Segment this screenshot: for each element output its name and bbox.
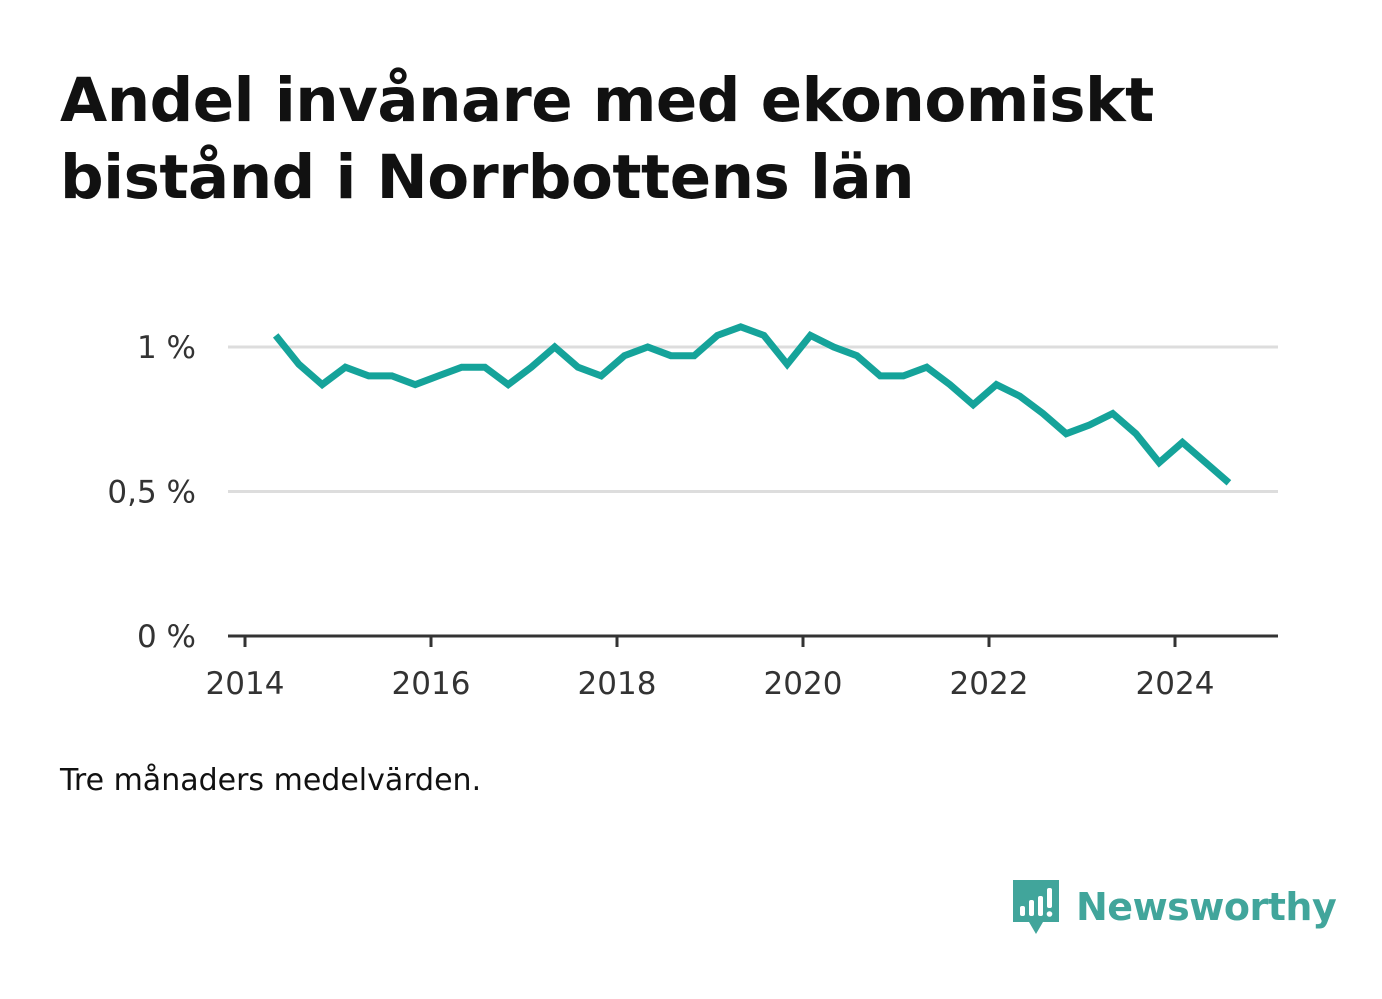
data-point — [551, 344, 558, 351]
data-point — [1039, 410, 1046, 417]
data-point — [621, 352, 628, 359]
gridlines — [228, 345, 1278, 493]
chart-footnote: Tre månaders medelvärden. — [60, 763, 482, 798]
data-point — [365, 372, 372, 379]
data-point — [1225, 479, 1232, 486]
data-point — [342, 364, 349, 371]
data-point — [807, 332, 814, 339]
data-point — [1179, 439, 1186, 446]
y-tick-label: 1 % — [137, 330, 196, 366]
x-tick-label: 2014 — [206, 666, 285, 702]
x-axis-ticks: 2014 2016 2018 2020 2022 2024 — [206, 636, 1215, 702]
data-point — [1016, 393, 1023, 400]
chart-title: Andel invånare med ekonomiskt bistånd i … — [60, 65, 1154, 213]
data-point — [528, 364, 535, 371]
data-point — [900, 372, 907, 379]
data-point — [412, 381, 419, 388]
x-tick-label: 2018 — [578, 666, 657, 702]
data-point — [877, 372, 884, 379]
brand-name: Newsworthy — [1076, 885, 1337, 929]
data-point — [993, 381, 1000, 388]
data-point — [505, 381, 512, 388]
data-point — [1132, 430, 1139, 437]
data-point — [830, 344, 837, 351]
data-point — [435, 372, 442, 379]
data-point — [1086, 422, 1093, 429]
data-point — [714, 332, 721, 339]
y-axis-ticks: 0 % 0,5 % 1 % — [107, 330, 196, 655]
x-tick-label: 2020 — [764, 666, 843, 702]
data-point — [853, 352, 860, 359]
data-point — [574, 364, 581, 371]
data-point — [272, 332, 279, 339]
x-tick-label: 2024 — [1136, 666, 1215, 702]
data-point — [784, 361, 791, 368]
data-point — [644, 344, 651, 351]
x-tick-label: 2016 — [392, 666, 471, 702]
data-point — [458, 364, 465, 371]
data-point — [1063, 430, 1070, 437]
series-layer — [272, 323, 1232, 486]
data-point — [1109, 410, 1116, 417]
y-tick-label: 0 % — [137, 619, 196, 655]
data-point — [319, 381, 326, 388]
brand-logo[interactable]: Newsworthy — [1010, 876, 1337, 938]
series-line — [272, 323, 1232, 486]
x-tick-label: 2022 — [950, 666, 1029, 702]
data-point — [667, 352, 674, 359]
data-point — [760, 332, 767, 339]
data-point — [691, 352, 698, 359]
data-point — [923, 364, 930, 371]
data-point — [481, 364, 488, 371]
bar-chart-speech-bubble-icon — [1013, 880, 1059, 934]
data-point — [598, 372, 605, 379]
data-point — [737, 323, 744, 330]
y-tick-label: 0,5 % — [107, 475, 196, 511]
data-point — [295, 361, 302, 368]
data-point — [1156, 459, 1163, 466]
data-point — [388, 372, 395, 379]
data-point — [946, 381, 953, 388]
data-point — [1202, 459, 1209, 466]
data-point — [970, 401, 977, 408]
